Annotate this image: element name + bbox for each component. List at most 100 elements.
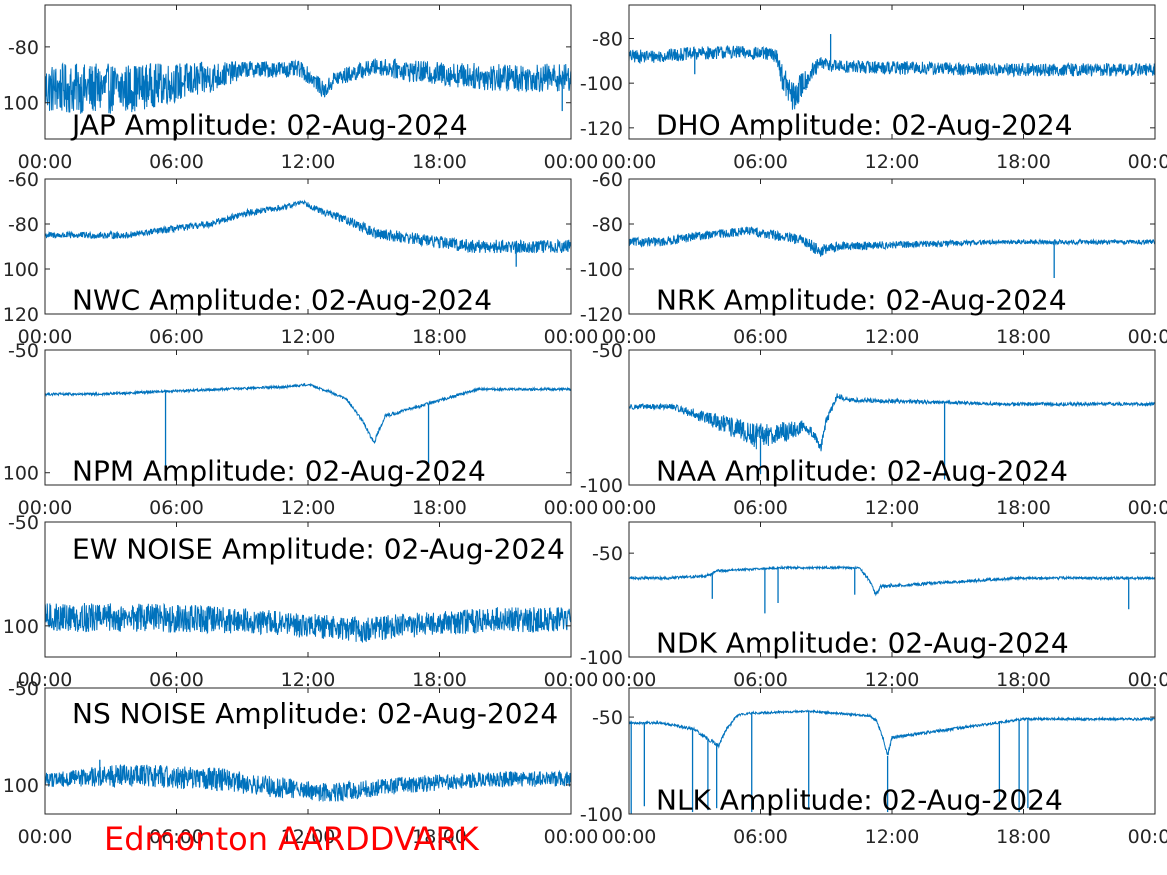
x-tick-label: 18:00 [996,326,1051,348]
x-tick-label: 00:00 [602,669,657,691]
y-tick-label: -100 [580,647,623,669]
y-tick-label: -50 [8,512,39,534]
station-name-label: Edmonton AARDDVARK [104,820,479,858]
x-tick-label: 00:00 [544,669,599,691]
y-tick-label: -50 [592,340,623,362]
y-tick-label: 100 [3,259,39,281]
x-tick-label: 00:00 [18,497,73,519]
x-tick-label: 18:00 [996,826,1051,848]
x-tick-label: 06:00 [149,326,204,348]
y-tick-label: -100 [580,804,623,826]
x-tick-label: 12:00 [865,826,920,848]
panel-title: NPM Amplitude: 02-Aug-2024 [72,454,486,487]
x-tick-label: 18:00 [996,497,1051,519]
x-tick-label: 00:00 [18,151,73,173]
x-tick-label: 00:00 [1128,151,1167,173]
x-tick-label: 12:00 [865,326,920,348]
panel-4: -60-80-100-12000:0006:0012:0018:0000:00N… [580,169,1167,348]
x-tick-label: 06:00 [733,151,788,173]
trace-line [629,564,1155,597]
panel-1: -80 100 00:00 06:00 12:00 18:00 00:00 JAP Ampli… [3,4,599,173]
x-tick-label: 00:00 [602,497,657,519]
x-tick-label: 00:00 [602,826,657,848]
x-tick-label: 18:00 [412,669,467,691]
y-tick-label: 100 [3,616,39,638]
panel-7: -50 100 00:00 06:00 12:00 18:00 00:00 EW NOISE … [3,512,599,691]
y-tick-label: -60 [8,169,39,191]
y-tick-label: -80 [592,29,623,51]
y-tick-label: -120 [580,304,623,326]
panel-title: NS NOISE Amplitude: 02-Aug-2024 [72,697,558,730]
panel-title: EW NOISE Amplitude: 02-Aug-2024 [72,532,565,565]
panel-2: -80 -100 -120 00:00 06:00 12:00 18:00 00:00 DHO … [580,4,1167,173]
x-tick-label: 18:00 [412,826,467,848]
x-tick-label: 06:00 [149,669,204,691]
y-tick-label: -50 [592,543,623,565]
x-tick-label: 00:00 [544,151,599,173]
x-tick-label: 12:00 [281,826,336,848]
x-tick-label: 18:00 [412,151,467,173]
y-tick-label: -80 [8,37,39,59]
x-tick-label: 12:00 [865,497,920,519]
x-tick-label: 00:00 [18,669,73,691]
y-tick-label: 120 [3,304,39,326]
x-tick-label: 12:00 [865,669,920,691]
panel-5: -50 100 00:00 06:00 12:00 18:00 00:00 NPM Ampli… [3,340,599,519]
y-tick-label: -120 [580,118,623,140]
panel-title: NAA Amplitude: 02-Aug-2024 [656,454,1068,487]
x-tick-label: 12:00 [281,326,336,348]
y-tick-label: -100 [580,475,623,497]
panel-title: DHO Amplitude: 02-Aug-2024 [656,108,1073,141]
y-tick-label: 100 [3,775,39,797]
x-tick-label: 06:00 [733,669,788,691]
x-tick-label: 18:00 [996,151,1051,173]
x-tick-label: 00:00 [602,326,657,348]
x-tick-label: 00:00 [18,326,73,348]
x-tick-label: 06:00 [733,497,788,519]
x-tick-label: 12:00 [281,669,336,691]
y-tick-label: -50 [592,707,623,729]
trace-line [629,45,1155,110]
panel-9: -50 100 00:00 06:00 12:00 18:00 00:00 NS NOISE … [3,678,599,848]
x-tick-label: 12:00 [281,497,336,519]
x-tick-label: 00:00 [1128,826,1167,848]
panel-title: NDK Amplitude: 02-Aug-2024 [656,626,1069,659]
y-tick-label: -100 [580,259,623,281]
y-tick-label: -80 [592,214,623,236]
trace-line [629,226,1155,257]
trace-line [629,393,1155,452]
panel-title: NLK Amplitude: 02-Aug-2024 [656,783,1063,816]
panel-title: JAP Amplitude: 02-Aug-2024 [70,108,468,141]
x-tick-label: 12:00 [281,151,336,173]
x-tick-label: 00:00 [602,151,657,173]
y-tick-label: -50 [8,678,39,700]
x-tick-label: 06:00 [149,151,204,173]
trace-line [45,764,571,802]
x-tick-label: 00:00 [1128,497,1167,519]
panel-title: NWC Amplitude: 02-Aug-2024 [72,283,492,316]
trace-line [45,602,571,644]
trace-line [45,58,571,114]
x-tick-label: 00:00 [544,326,599,348]
y-tick-label: 100 [3,463,39,485]
x-tick-label: 06:00 [149,826,204,848]
y-tick-label: 100 [3,93,39,115]
trace-line [45,199,571,255]
x-tick-label: 06:00 [733,826,788,848]
y-tick-label: -100 [580,73,623,95]
x-tick-label: 18:00 [412,497,467,519]
x-tick-label: 06:00 [149,497,204,519]
y-tick-label: -80 [8,214,39,236]
trace-line [45,382,571,445]
x-tick-label: 12:00 [865,151,920,173]
x-tick-label: 00:00 [544,497,599,519]
x-tick-label: 00:00 [1128,669,1167,691]
x-tick-label: 18:00 [996,669,1051,691]
x-tick-label: 06:00 [733,326,788,348]
y-tick-label: -60 [592,169,623,191]
